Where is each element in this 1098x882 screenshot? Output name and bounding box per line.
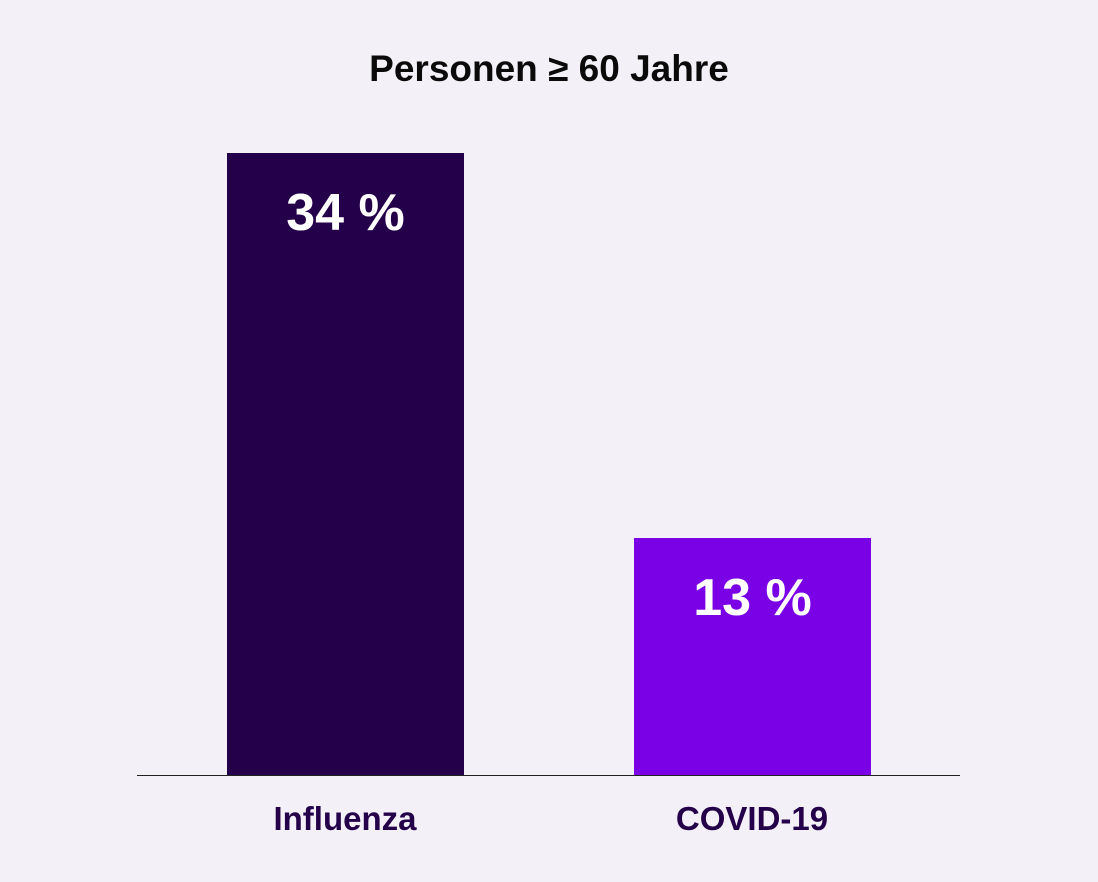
- x-axis-line: [137, 775, 960, 776]
- bar-covid-19: 13 %: [634, 538, 871, 775]
- x-tick-label-influenza: Influenza: [273, 800, 417, 837]
- bar-influenza: 34 %: [227, 153, 464, 775]
- bar-value-label-covid-19: 13 %: [693, 569, 812, 627]
- x-tick-label-covid-19: COVID-19: [675, 800, 829, 837]
- bar-value-label-influenza: 34 %: [286, 184, 405, 242]
- chart-title: Personen ≥ 60 Jahre: [369, 48, 729, 89]
